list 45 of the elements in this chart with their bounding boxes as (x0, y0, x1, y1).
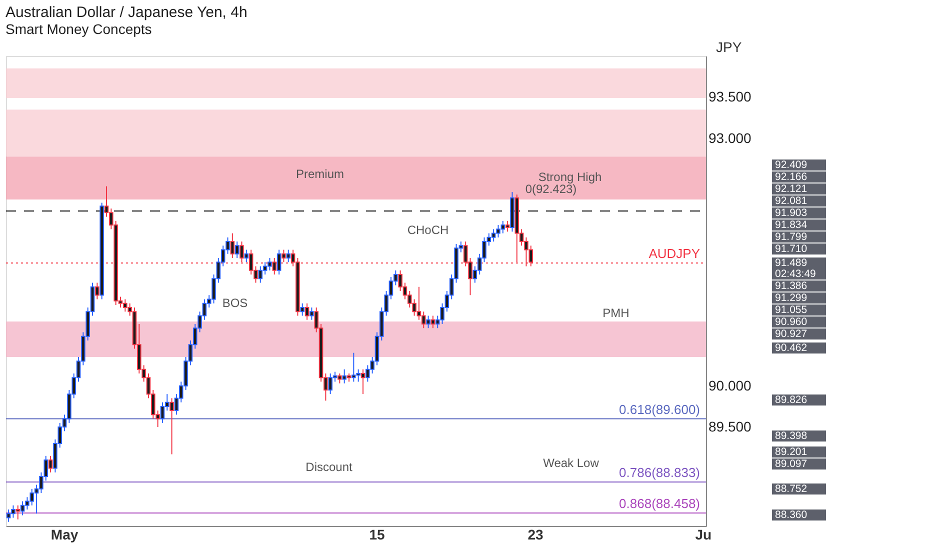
text: 91.386 (775, 280, 808, 292)
annotation: PMH (602, 306, 630, 320)
ref-line-label: 0.786(88.833) (619, 465, 700, 480)
text: 90.927 (775, 328, 808, 340)
text: 91.799 (775, 231, 808, 243)
text: 88.752 (775, 483, 808, 495)
text: 91.834 (775, 219, 808, 231)
annotation: 0(92.423) (525, 182, 577, 196)
x-tick-label: May (50, 526, 78, 542)
annotation: Discount (306, 460, 354, 474)
x-tick-label: 23 (528, 526, 544, 542)
text: 92.409 (775, 159, 808, 171)
annotation: Strong High (538, 170, 602, 184)
x-tick-label: 15 (369, 526, 385, 542)
ref-line-label: AUDJPY (648, 246, 700, 262)
annotation: Weak Low (543, 456, 600, 470)
text: 88.360 (775, 509, 808, 521)
text: 89.826 (775, 394, 808, 406)
x-tick-label: Ju (695, 526, 712, 542)
y-tick-label: 89.500 (708, 418, 752, 435)
text: 89.201 (775, 446, 808, 458)
text: 89.398 (775, 430, 808, 442)
chart-title: Australian Dollar / Japanese Yen, 4h (6, 4, 248, 21)
text: 92.166 (775, 171, 808, 183)
y-tick-label: 93.500 (708, 88, 752, 105)
text: 92.121 (775, 183, 808, 195)
text: 90.462 (775, 342, 808, 354)
y-tick-label: 90.000 (708, 377, 752, 394)
chart-subtitle: Smart Money Concepts (6, 21, 152, 37)
text: 91.055 (775, 304, 808, 316)
annotation: CHoCH (407, 223, 449, 237)
text: 92.081 (775, 195, 808, 207)
text: 91.903 (775, 207, 808, 219)
text: 89.097 (775, 458, 808, 470)
ref-line-label: 0.618(89.600) (619, 402, 700, 417)
text: 91.710 (775, 243, 808, 255)
annotation: BOS (222, 296, 248, 310)
text: 02:43:49 (775, 268, 816, 280)
annotation: Premium (296, 167, 344, 181)
text: 90.960 (775, 316, 808, 328)
text: 91.489 (775, 257, 808, 269)
y-tick-label: 93.000 (708, 130, 752, 146)
ref-line-label: 0.868(88.458) (619, 496, 700, 511)
text: 91.299 (775, 292, 808, 304)
y-axis-title: JPY (716, 39, 742, 55)
